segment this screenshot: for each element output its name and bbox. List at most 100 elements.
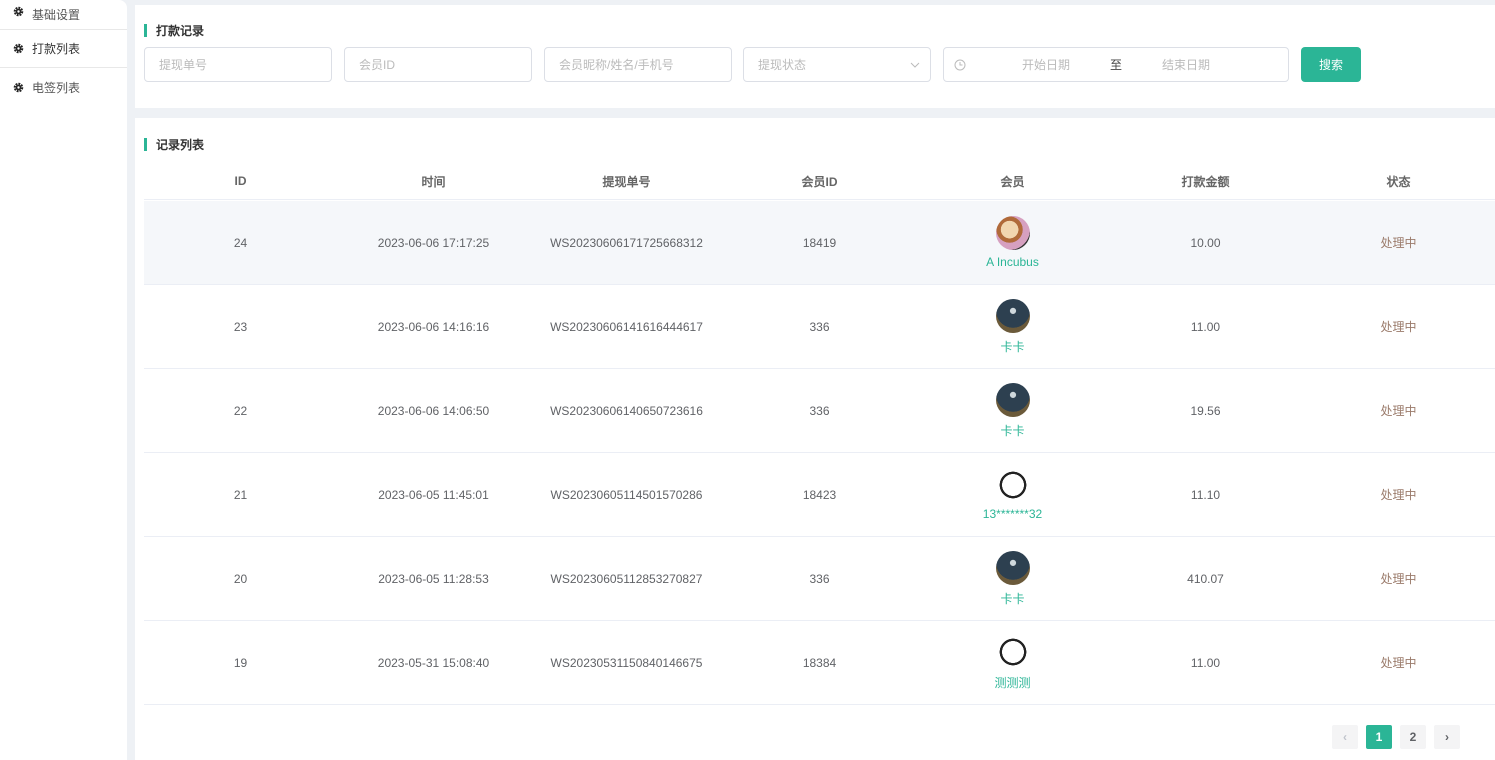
- order-no-cell: WS20230606140650723616: [550, 403, 703, 418]
- order-no-cell: WS20230605114501570286: [550, 487, 703, 502]
- id-cell: 20: [233, 571, 248, 586]
- chevron-down-icon: [910, 62, 920, 68]
- member-cell: 测测测: [916, 621, 1109, 704]
- table-row: 23 2023-06-06 14:16:16 WS202306061416164…: [144, 285, 1495, 369]
- search-button[interactable]: 搜索: [1301, 47, 1361, 82]
- member-id-input[interactable]: 会员ID: [344, 47, 532, 82]
- status-cell: 处理中: [1380, 320, 1417, 334]
- filter-title: 打款记录: [144, 22, 204, 39]
- column-header: 会员: [1000, 174, 1025, 189]
- avatar: [995, 468, 1030, 502]
- clock-icon: [954, 59, 966, 70]
- member-cell: A Incubus: [916, 201, 1109, 284]
- member-name-link[interactable]: 卡卡: [1000, 423, 1025, 438]
- member-cell: 卡卡: [916, 285, 1109, 368]
- member-name-link[interactable]: 卡卡: [1000, 591, 1025, 606]
- page-1-button[interactable]: 1: [1366, 725, 1392, 749]
- placeholder: 会员昵称/姓名/手机号: [559, 58, 674, 72]
- avatar: [995, 634, 1030, 669]
- time-cell: 2023-06-06 14:16:16: [377, 319, 490, 334]
- status-select[interactable]: 提现状态: [743, 47, 931, 82]
- table-row: 24 2023-06-06 17:17:25 WS202306061717256…: [144, 201, 1495, 285]
- end-date[interactable]: 结束日期: [1161, 58, 1210, 72]
- avatar: [995, 382, 1030, 417]
- member-id-cell: 336: [809, 571, 830, 586]
- id-cell: 23: [233, 319, 248, 334]
- gear-icon: [13, 82, 24, 92]
- avatar: [995, 216, 1030, 250]
- member-name-link[interactable]: A Incubus: [986, 255, 1039, 269]
- order-no-cell: WS20230531150840146675: [550, 655, 703, 670]
- time-cell: 2023-06-05 11:28:53: [378, 571, 489, 586]
- time-cell: 2023-06-06 14:06:50: [377, 403, 490, 418]
- start-date[interactable]: 开始日期: [1021, 58, 1070, 72]
- status-cell: 处理中: [1380, 404, 1417, 418]
- status-cell: 处理中: [1380, 572, 1417, 586]
- order-no-cell: WS20230606141616444617: [550, 319, 703, 334]
- member-search-input[interactable]: 会员昵称/姓名/手机号: [544, 47, 732, 82]
- column-header: 会员ID: [801, 174, 838, 189]
- id-cell: 21: [233, 487, 248, 502]
- table-row: 19 2023-05-31 15:08:40 WS202305311508401…: [144, 621, 1495, 705]
- member-id-cell: 336: [809, 403, 830, 418]
- date-range-picker[interactable]: 开始日期 至 结束日期: [943, 47, 1289, 82]
- column-header: 打款金额: [1181, 174, 1230, 189]
- member-id-cell: 18384: [802, 655, 837, 670]
- avatar: [995, 550, 1030, 585]
- amount-cell: 11.10: [1190, 487, 1221, 502]
- amount-cell: 11.00: [1190, 319, 1221, 334]
- time-cell: 2023-06-06 17:17:25: [377, 235, 490, 250]
- amount-cell: 11.00: [1190, 655, 1221, 670]
- sidebar-item-label: 打款列表: [32, 42, 81, 56]
- id-cell: 19: [233, 655, 248, 670]
- range-separator: 至: [1109, 58, 1122, 72]
- order-no-cell: WS20230605112853270827: [550, 571, 703, 586]
- order-no-input[interactable]: 提现单号: [144, 47, 332, 82]
- placeholder: 会员ID: [359, 58, 396, 72]
- member-name-link[interactable]: 卡卡: [1000, 339, 1025, 354]
- table-row: 22 2023-06-06 14:06:50 WS202306061406507…: [144, 369, 1495, 453]
- time-cell: 2023-05-31 15:08:40: [377, 655, 490, 670]
- records-title: 记录列表: [144, 136, 204, 153]
- order-no-cell: WS20230606171725668312: [550, 235, 703, 250]
- prev-page-button[interactable]: ‹: [1332, 725, 1358, 749]
- gear-icon: [13, 6, 24, 17]
- sidebar-item-esign-list[interactable]: 电签列表: [0, 68, 127, 106]
- amount-cell: 410.07: [1187, 571, 1224, 586]
- amount-cell: 19.56: [1190, 403, 1221, 418]
- member-name-link[interactable]: 测测测: [994, 675, 1031, 690]
- member-id-cell: 18419: [802, 235, 837, 250]
- placeholder: 提现单号: [159, 58, 208, 72]
- placeholder: 提现状态: [758, 58, 807, 72]
- status-cell: 处理中: [1380, 656, 1417, 670]
- member-cell: 卡卡: [916, 369, 1109, 452]
- avatar: [995, 298, 1030, 333]
- column-header: 提现单号: [602, 174, 651, 189]
- next-page-button[interactable]: ›: [1434, 725, 1460, 749]
- member-id-cell: 18423: [802, 487, 837, 502]
- sidebar-item-label: 电签列表: [32, 80, 81, 95]
- id-cell: 24: [233, 235, 248, 250]
- gear-icon: [13, 43, 24, 54]
- pagination: ‹ 1 2 ›: [1332, 725, 1460, 749]
- id-cell: 22: [233, 403, 248, 418]
- sidebar-item-label: 基础设置: [32, 8, 81, 22]
- page-2-button[interactable]: 2: [1400, 725, 1426, 749]
- status-cell: 处理中: [1380, 236, 1417, 250]
- member-id-cell: 336: [809, 319, 830, 334]
- member-cell: 13*******32: [916, 453, 1109, 536]
- status-cell: 处理中: [1380, 488, 1417, 502]
- amount-cell: 10.00: [1190, 235, 1221, 250]
- column-header: 状态: [1386, 174, 1411, 189]
- table-row: 20 2023-06-05 11:28:53 WS202306051128532…: [144, 537, 1495, 621]
- table-row: 21 2023-06-05 11:45:01 WS202306051145015…: [144, 453, 1495, 537]
- table-header: ID 时间 提现单号 会员ID 会员 打款金额 状态: [144, 163, 1495, 200]
- column-header: ID: [234, 174, 247, 188]
- sidebar-item-basic-settings[interactable]: 基础设置: [0, 0, 127, 30]
- records-panel: 记录列表 ID 时间 提现单号 会员ID 会员 打款金额 状态 24 2023-06-06 …: [135, 118, 1495, 760]
- sidebar-item-payment-list[interactable]: 打款列表: [0, 30, 127, 68]
- member-name-link[interactable]: 13*******32: [982, 507, 1043, 521]
- filter-panel: 打款记录 提现单号 会员ID 会员昵称/姓名/手机号 提现状态 开始日期 至 结…: [135, 5, 1495, 108]
- time-cell: 2023-06-05 11:45:01: [378, 487, 489, 502]
- sidebar: 基础设置 打款列表 电签列表: [0, 0, 127, 760]
